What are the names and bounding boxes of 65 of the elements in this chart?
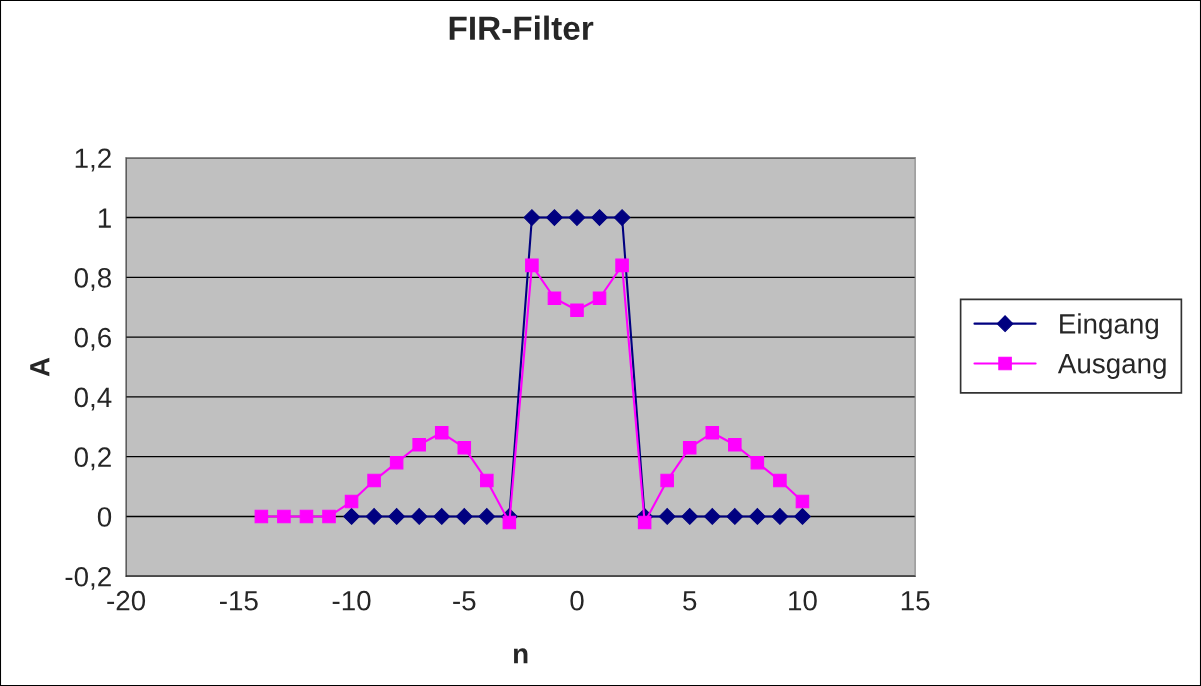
point	[613, 209, 631, 226]
x-tick-label: 15	[901, 591, 930, 611]
point	[726, 508, 744, 525]
point	[343, 508, 360, 525]
point	[681, 508, 699, 525]
y-tick-label: 0,2	[74, 447, 111, 471]
point	[434, 426, 449, 440]
point	[410, 508, 428, 525]
point	[568, 209, 586, 226]
point	[546, 209, 563, 226]
point	[682, 440, 697, 455]
point	[367, 473, 381, 488]
x-tick-label: -20	[107, 590, 146, 611]
y-tick-label: 0,8	[74, 268, 112, 291]
point	[389, 455, 404, 470]
point	[523, 209, 541, 226]
y-tick-label: 0,6	[74, 327, 111, 351]
point	[703, 508, 721, 525]
point	[344, 494, 359, 509]
x-tick-label: -15	[219, 591, 258, 611]
point	[480, 473, 494, 488]
y-tick-label: 0,4	[74, 387, 112, 411]
x-tick-label: 5	[683, 591, 697, 611]
point	[412, 437, 426, 452]
point	[637, 515, 652, 530]
point	[433, 508, 451, 525]
chart-title: FIR-Filter	[449, 15, 594, 41]
point	[277, 509, 291, 524]
y-tick-label: 1	[98, 208, 111, 228]
point	[547, 291, 562, 306]
point	[773, 473, 787, 488]
point	[728, 437, 742, 452]
point	[455, 508, 473, 525]
y-tick-label: 0	[97, 507, 112, 527]
point	[365, 508, 383, 525]
y-tick-label: 1,2	[75, 148, 111, 172]
point	[478, 508, 496, 525]
x-tick-label: -5	[453, 591, 476, 611]
x-tick-label: -10	[332, 590, 371, 611]
point	[299, 509, 314, 524]
point	[615, 258, 629, 273]
point	[322, 509, 336, 524]
point	[570, 303, 584, 317]
legend-label: Ausgang	[1057, 354, 1166, 379]
point	[705, 426, 720, 440]
point	[457, 440, 472, 455]
point	[591, 209, 608, 226]
point	[750, 455, 765, 470]
point	[771, 508, 789, 525]
point	[660, 473, 674, 488]
x-tick-label: 0	[570, 590, 584, 611]
point	[502, 515, 517, 530]
point	[748, 508, 766, 525]
y-axis-title: A	[30, 357, 50, 377]
legend-label: Eingang	[1060, 313, 1158, 340]
point	[525, 258, 539, 273]
x-tick-label: 10	[789, 590, 817, 611]
y-tick-label: -0,2	[65, 566, 111, 590]
point	[658, 508, 676, 525]
point	[794, 508, 811, 525]
point	[254, 509, 269, 524]
point	[388, 508, 406, 525]
x-axis-title: n	[513, 648, 528, 664]
point	[795, 494, 810, 509]
point	[592, 291, 607, 306]
